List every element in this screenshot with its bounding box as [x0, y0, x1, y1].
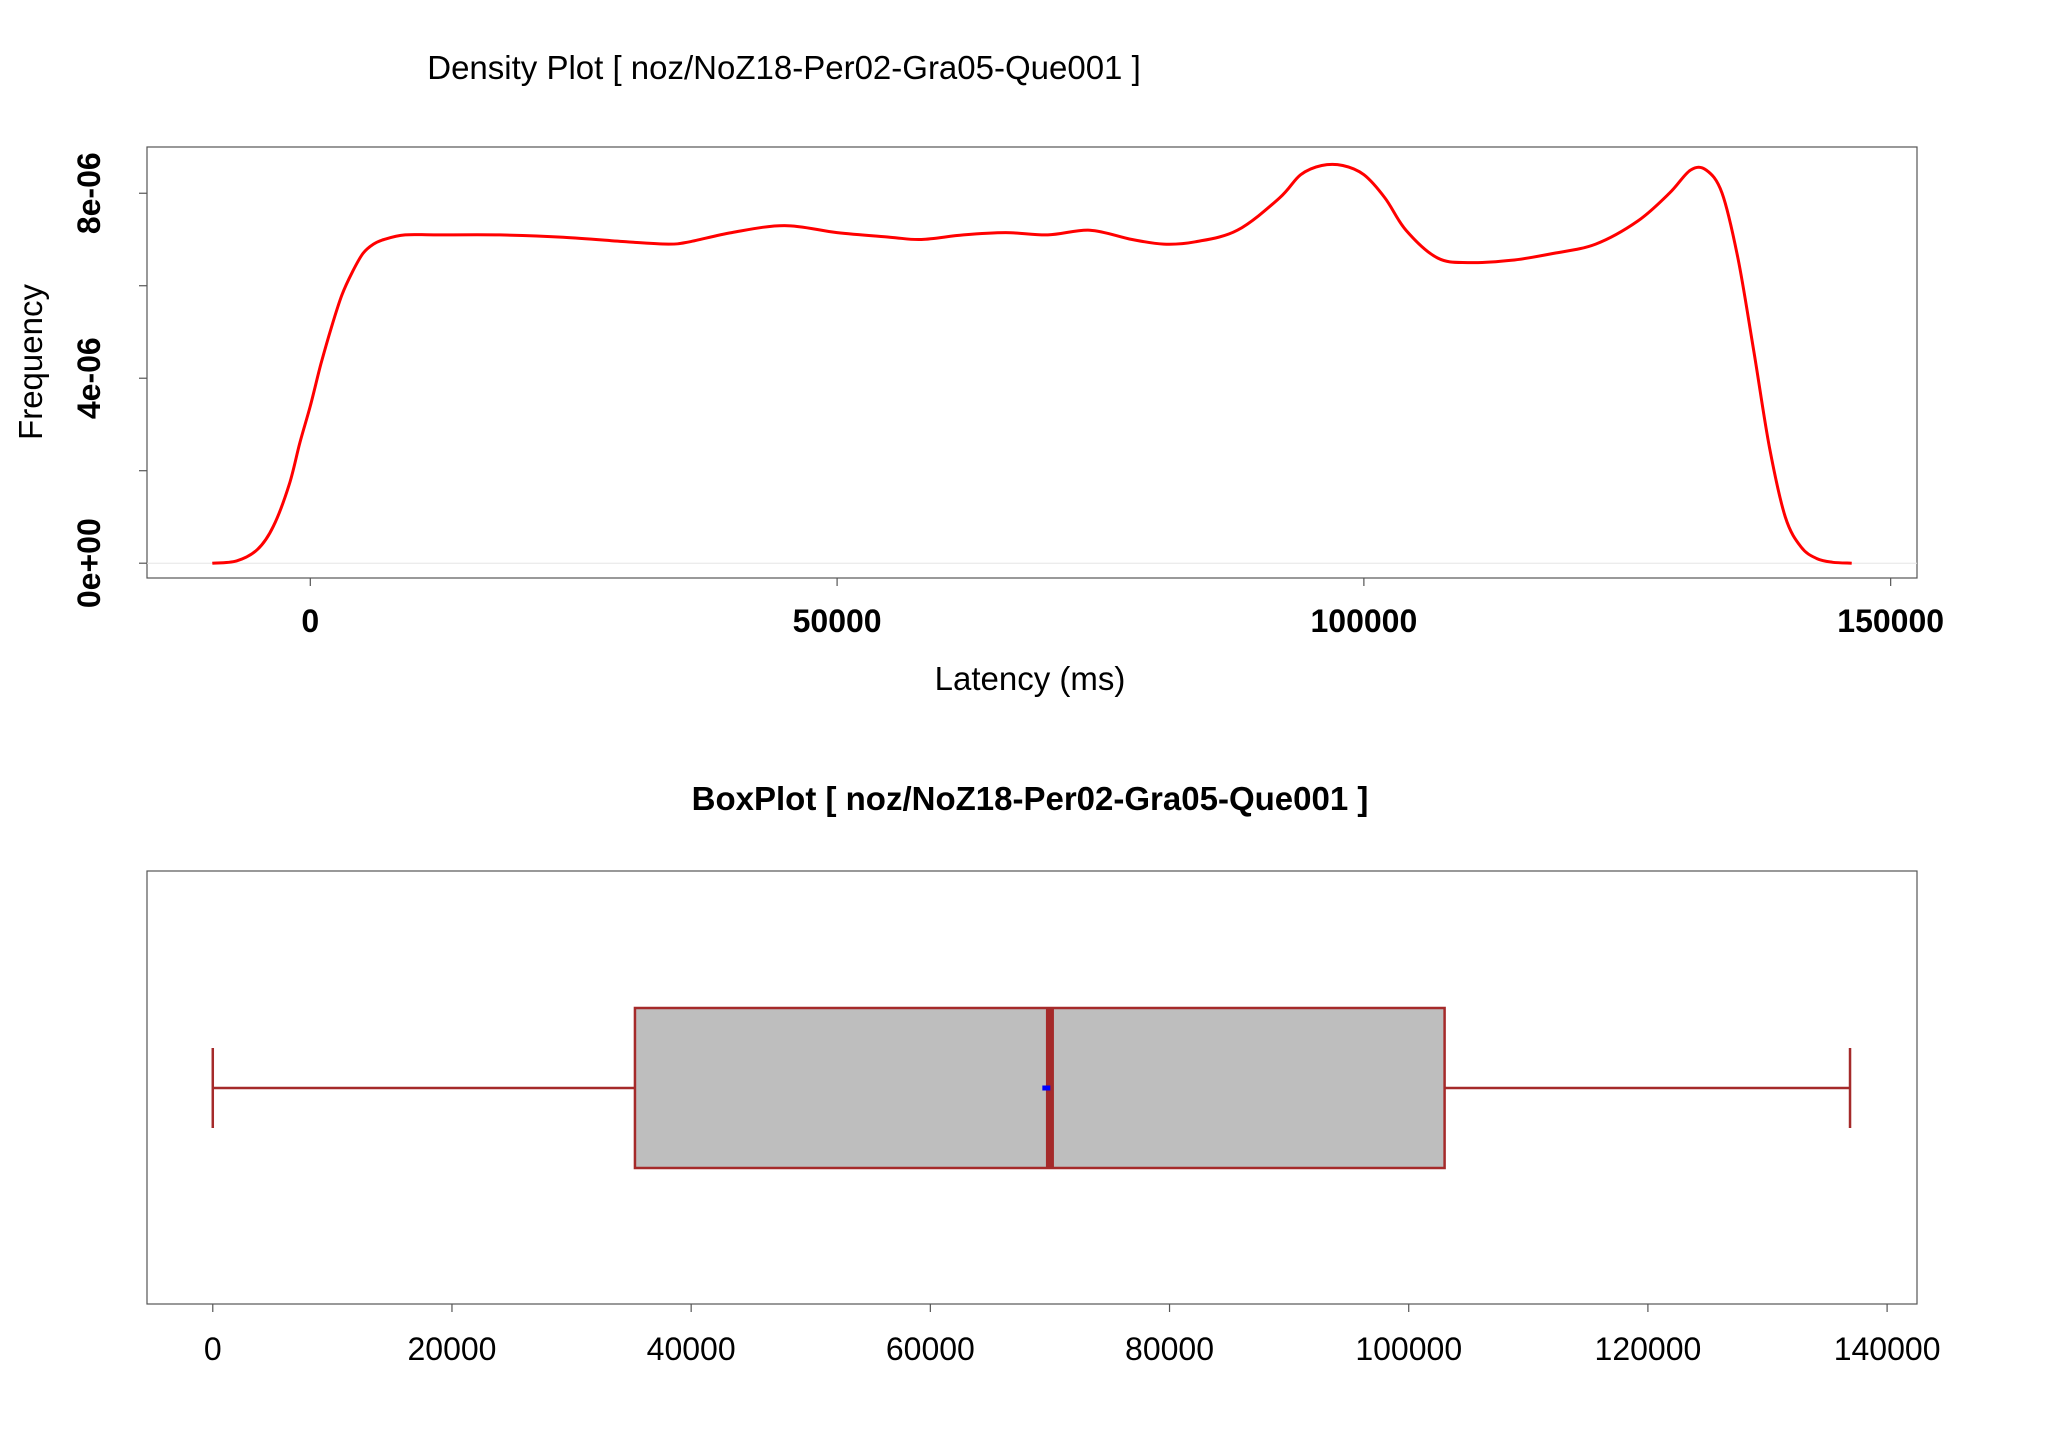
density-y-tick-label: 8e-06 [71, 152, 107, 234]
density-x-axis-label: Latency (ms) [935, 660, 1126, 697]
density-x-tick-label: 50000 [793, 603, 882, 639]
box-title: BoxPlot [ noz/NoZ18-Per02-Gra05-Que001 ] [692, 780, 1369, 817]
density-chart: Density Plot [ noz/NoZ18-Per02-Gra05-Que… [12, 49, 1944, 697]
box-iqr [633, 1006, 1446, 1170]
density-y-axis-label: Frequency [12, 284, 49, 440]
box-x-axis: 0 20000 40000 60000 80000 100000 120000 140000 [204, 1304, 1941, 1367]
box-x-tick-label: 140000 [1834, 1331, 1941, 1367]
box-mean-marker [1042, 1085, 1051, 1091]
box-x-tick-label: 0 [204, 1331, 222, 1367]
density-x-tick-label: 0 [301, 603, 319, 639]
density-y-axis: 0e+00 4e-06 8e-06 [71, 152, 147, 608]
box-x-tick-label: 120000 [1595, 1331, 1702, 1367]
density-y-tick-label: 0e+00 [71, 518, 107, 608]
box-marks [211, 1006, 1852, 1170]
density-y-tick-label: 4e-06 [71, 337, 107, 419]
box-x-tick-label: 80000 [1125, 1331, 1214, 1367]
box-chart: BoxPlot [ noz/NoZ18-Per02-Gra05-Que001 ]… [146, 780, 1941, 1367]
density-plot-frame [146, 146, 1918, 579]
box-x-tick-label: 20000 [407, 1331, 496, 1367]
density-x-axis: 0 50000 100000 150000 [147, 562, 1944, 639]
box-plot-frame [146, 870, 1918, 1305]
density-x-tick-label: 100000 [1310, 603, 1417, 639]
box-x-tick-label: 40000 [647, 1331, 736, 1367]
box-x-tick-label: 60000 [886, 1331, 975, 1367]
density-title: Density Plot [ noz/NoZ18-Per02-Gra05-Que… [427, 49, 1141, 86]
density-x-tick-label: 150000 [1837, 603, 1944, 639]
box-x-tick-label: 100000 [1355, 1331, 1462, 1367]
density-curve [212, 162, 1852, 565]
